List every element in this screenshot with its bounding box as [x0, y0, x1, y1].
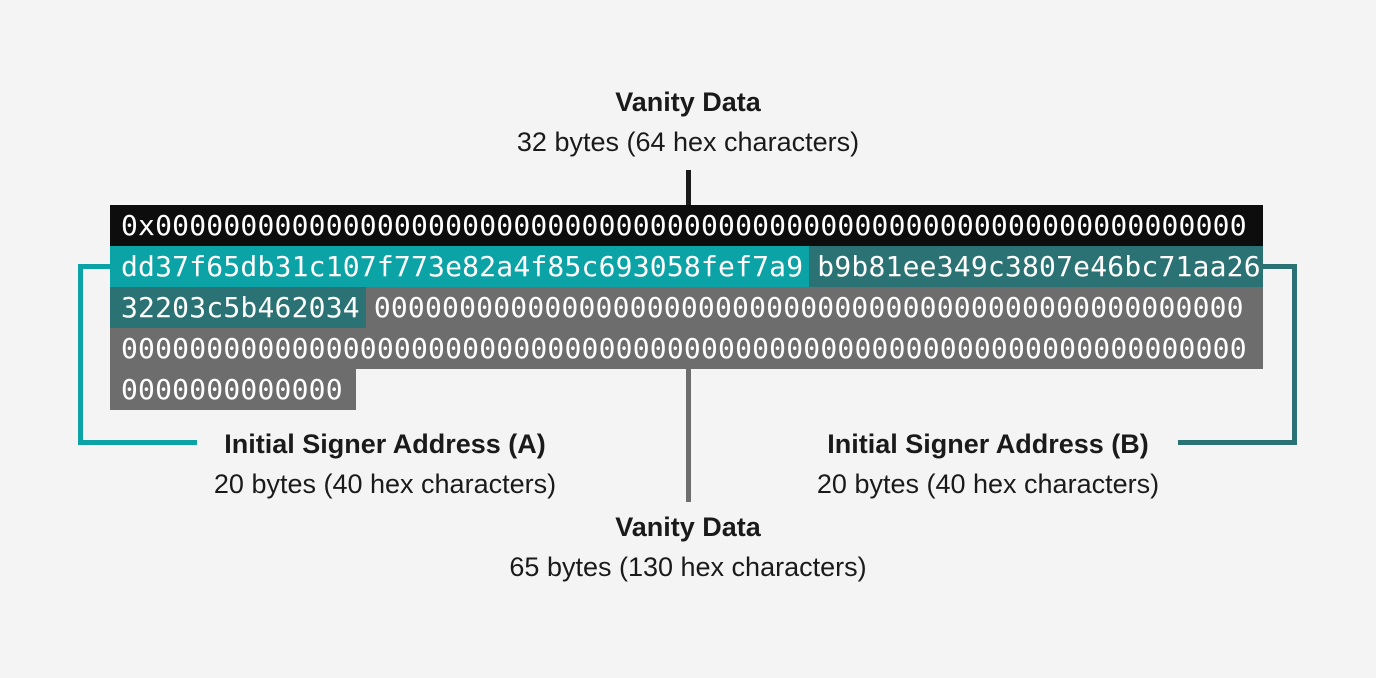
- hex-row: 0x00000000000000000000000000000000000000…: [110, 205, 1263, 246]
- vanity-data-bottom-subtitle: 65 bytes (130 hex characters): [509, 552, 867, 582]
- right-bracket-bottom-line: [1178, 440, 1297, 445]
- signer-b-label: Initial Signer Address (B) 20 bytes (40 …: [817, 424, 1159, 504]
- signer-a-label: Initial Signer Address (A) 20 bytes (40 …: [214, 424, 556, 504]
- vanity-data-top-title: Vanity Data: [615, 87, 761, 117]
- right-bracket-top-line: [1263, 264, 1297, 269]
- left-bracket-vertical-line: [78, 264, 83, 445]
- hex-row: 0000000000000000000000000000000000000000…: [110, 328, 1263, 369]
- vanity-data-top-label: Vanity Data 32 bytes (64 hex characters): [517, 82, 859, 162]
- signer-a-address-hex: dd37f65db31c107f773e82a4f85c693058fef7a9: [110, 246, 810, 287]
- signer-a-subtitle: 20 bytes (40 hex characters): [213, 469, 557, 499]
- vanity-data-bottom-title: Vanity Data: [615, 512, 761, 542]
- right-bracket-vertical-line: [1292, 264, 1297, 445]
- prefix-and-vanity-hex: 0x00000000000000000000000000000000000000…: [110, 205, 1263, 246]
- bottom-connector-line: [686, 369, 691, 502]
- signer-b-address-hex-part1: b9b81ee349c3807e46bc71aa26: [809, 246, 1263, 287]
- signer-b-title: Initial Signer Address (B): [827, 429, 1149, 459]
- vanity-padding-zeros-1: 0000000000000000000000000000000000000000…: [365, 287, 1263, 328]
- hex-row: dd37f65db31c107f773e82a4f85c693058fef7a9…: [110, 246, 1263, 287]
- top-connector-line: [686, 170, 691, 205]
- vanity-padding-zeros-2: 0000000000000000000000000000000000000000…: [110, 328, 1263, 369]
- hex-row: 0000000000000: [110, 369, 1263, 410]
- vanity-data-bottom-label: Vanity Data 65 bytes (130 hex characters…: [509, 507, 866, 587]
- hex-row: 32203c5b462034 00000000000000000000000000…: [110, 287, 1263, 328]
- signer-b-subtitle: 20 bytes (40 hex characters): [816, 469, 1160, 499]
- vanity-padding-zeros-3: 0000000000000: [110, 369, 356, 410]
- hex-data-block: 0x00000000000000000000000000000000000000…: [110, 205, 1263, 410]
- vanity-data-top-subtitle: 32 bytes (64 hex characters): [516, 127, 860, 157]
- left-bracket-bottom-line: [78, 440, 197, 445]
- left-bracket-top-line: [78, 264, 110, 269]
- signer-a-title: Initial Signer Address (A): [224, 429, 546, 459]
- signer-b-address-hex-part2: 32203c5b462034: [110, 287, 366, 328]
